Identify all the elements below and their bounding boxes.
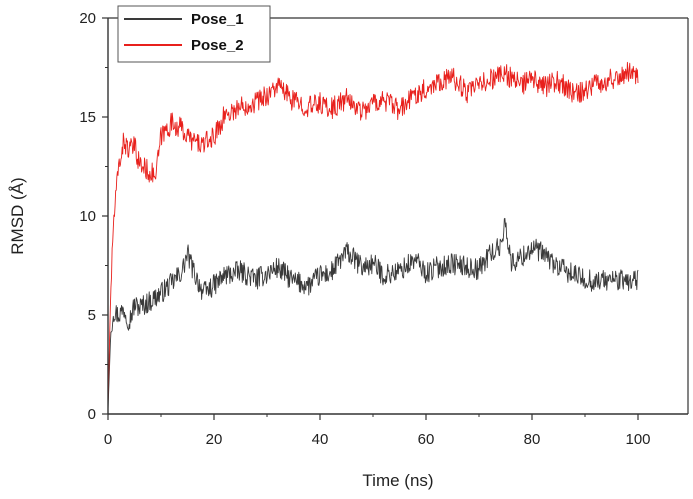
x-tick-label: 100 [625,431,650,448]
y-tick-label: 20 [79,10,96,27]
x-ticks: 0 20 40 60 80 100 [104,414,651,448]
y-tick-label: 5 [88,307,96,324]
y-tick-label: 0 [88,406,96,423]
x-tick-label: 40 [312,431,329,448]
y-axis-title: RMSD (Å) [8,177,27,254]
x-tick-label: 80 [524,431,541,448]
legend: Pose_1 Pose_2 [117,5,271,63]
x-tick-label: 0 [104,431,112,448]
series-line-pose-2 [107,61,639,405]
x-tick-label: 60 [418,431,435,448]
series-line-pose-1 [107,217,639,411]
legend-label-pose-2: Pose_2 [191,37,244,54]
legend-box [117,5,271,63]
y-tick-label: 15 [79,109,96,126]
plot-area [108,18,688,414]
x-tick-label: 20 [206,431,223,448]
y-ticks: 0 5 10 15 20 [79,10,108,423]
y-tick-label: 10 [79,208,96,225]
series-layer [107,61,639,411]
x-axis-title: Time (ns) [362,471,433,490]
legend-label-pose-1: Pose_1 [191,11,244,28]
